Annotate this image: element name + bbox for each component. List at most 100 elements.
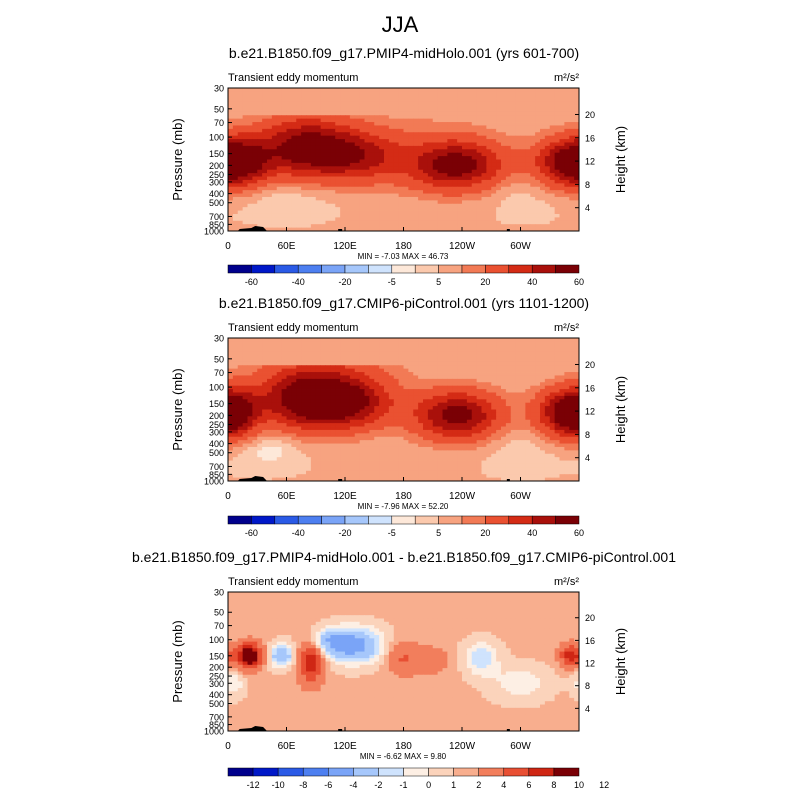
field-cell — [520, 207, 526, 211]
field-cell — [310, 190, 317, 194]
field-cell — [564, 193, 570, 198]
field-cell — [447, 118, 453, 123]
field-cell — [369, 210, 375, 215]
field-cell — [247, 183, 253, 188]
field-cell — [228, 169, 234, 174]
field-cell — [413, 139, 419, 143]
field-cell — [481, 378, 487, 383]
field-cell — [569, 111, 575, 116]
field-cell — [369, 98, 375, 103]
field-cell — [330, 190, 336, 194]
field-cell — [242, 108, 248, 113]
field-cell — [271, 426, 278, 431]
field-cell — [388, 372, 395, 376]
field-cell — [574, 412, 580, 417]
field-cell — [452, 382, 458, 387]
field-cell — [423, 118, 429, 123]
field-cell — [574, 220, 580, 225]
field-cell — [520, 419, 526, 424]
field-cell — [359, 190, 365, 194]
field-cell — [349, 338, 356, 342]
field-cell — [320, 111, 326, 116]
field-cell — [559, 227, 565, 232]
field-cell — [418, 135, 424, 140]
field-cell — [262, 402, 268, 407]
field-cell — [388, 395, 395, 400]
field-cell — [267, 423, 273, 427]
field-cell — [384, 94, 390, 99]
field-cell — [413, 88, 419, 92]
field-cell — [291, 423, 297, 427]
field-cell — [325, 227, 331, 232]
field-cell — [398, 94, 404, 99]
field-cell — [398, 382, 404, 387]
field-cell — [418, 111, 424, 116]
field-cell — [228, 98, 234, 103]
field-cell — [301, 186, 307, 191]
field-cell — [393, 361, 400, 366]
field-cell — [486, 210, 492, 215]
field-plot — [228, 88, 580, 232]
field-cell — [491, 213, 497, 218]
field-cell — [481, 179, 487, 184]
field-cell — [413, 91, 419, 96]
field-cell — [340, 88, 346, 92]
field-cell — [306, 111, 312, 116]
field-cell — [496, 372, 502, 376]
field-cell — [427, 166, 434, 171]
field-cell — [364, 169, 370, 174]
field-cell — [276, 203, 283, 208]
field-cell — [544, 412, 551, 417]
field-cell — [232, 200, 239, 205]
field-cell — [413, 372, 419, 376]
field-cell — [354, 156, 361, 160]
field-cell — [540, 409, 546, 414]
field-cell — [296, 135, 302, 140]
field-cell — [276, 207, 283, 211]
field-cell — [520, 213, 526, 218]
field-cell — [535, 382, 541, 387]
field-cell — [252, 115, 258, 120]
field-cell — [354, 361, 361, 366]
field-cell — [359, 159, 365, 164]
field-cell — [276, 375, 283, 380]
field-cell — [486, 166, 492, 171]
field-cell — [296, 179, 302, 184]
field-cell — [437, 122, 443, 126]
field-cell — [369, 351, 375, 356]
field-cell — [291, 217, 297, 222]
field-cell — [262, 108, 268, 113]
field-cell — [232, 224, 239, 228]
field-cell — [559, 213, 565, 218]
field-cell — [403, 395, 409, 400]
field-cell — [320, 419, 326, 424]
field-cell — [432, 382, 439, 387]
field-cell — [437, 402, 443, 407]
field-cell — [540, 372, 546, 376]
field-cell — [306, 409, 312, 414]
field-cell — [408, 128, 414, 133]
field-cell — [427, 378, 434, 383]
field-cell — [325, 122, 331, 126]
field-cell — [413, 399, 419, 404]
field-cell — [413, 412, 419, 417]
field-cell — [554, 118, 560, 123]
field-cell — [296, 358, 302, 363]
field-cell — [559, 416, 565, 421]
field-cell — [296, 399, 302, 404]
field-cell — [364, 152, 370, 157]
field-cell — [252, 152, 258, 157]
field-cell — [276, 217, 283, 222]
field-cell — [462, 423, 468, 427]
field-cell — [569, 108, 575, 113]
field-cell — [306, 382, 312, 387]
field-cell — [452, 423, 458, 427]
field-cell — [530, 375, 536, 380]
field-cell — [437, 145, 443, 150]
field-cell — [286, 338, 292, 342]
field-cell — [359, 101, 365, 106]
field-cell — [271, 372, 278, 376]
field-cell — [486, 118, 492, 123]
field-cell — [257, 159, 263, 164]
field-cell — [384, 101, 390, 106]
